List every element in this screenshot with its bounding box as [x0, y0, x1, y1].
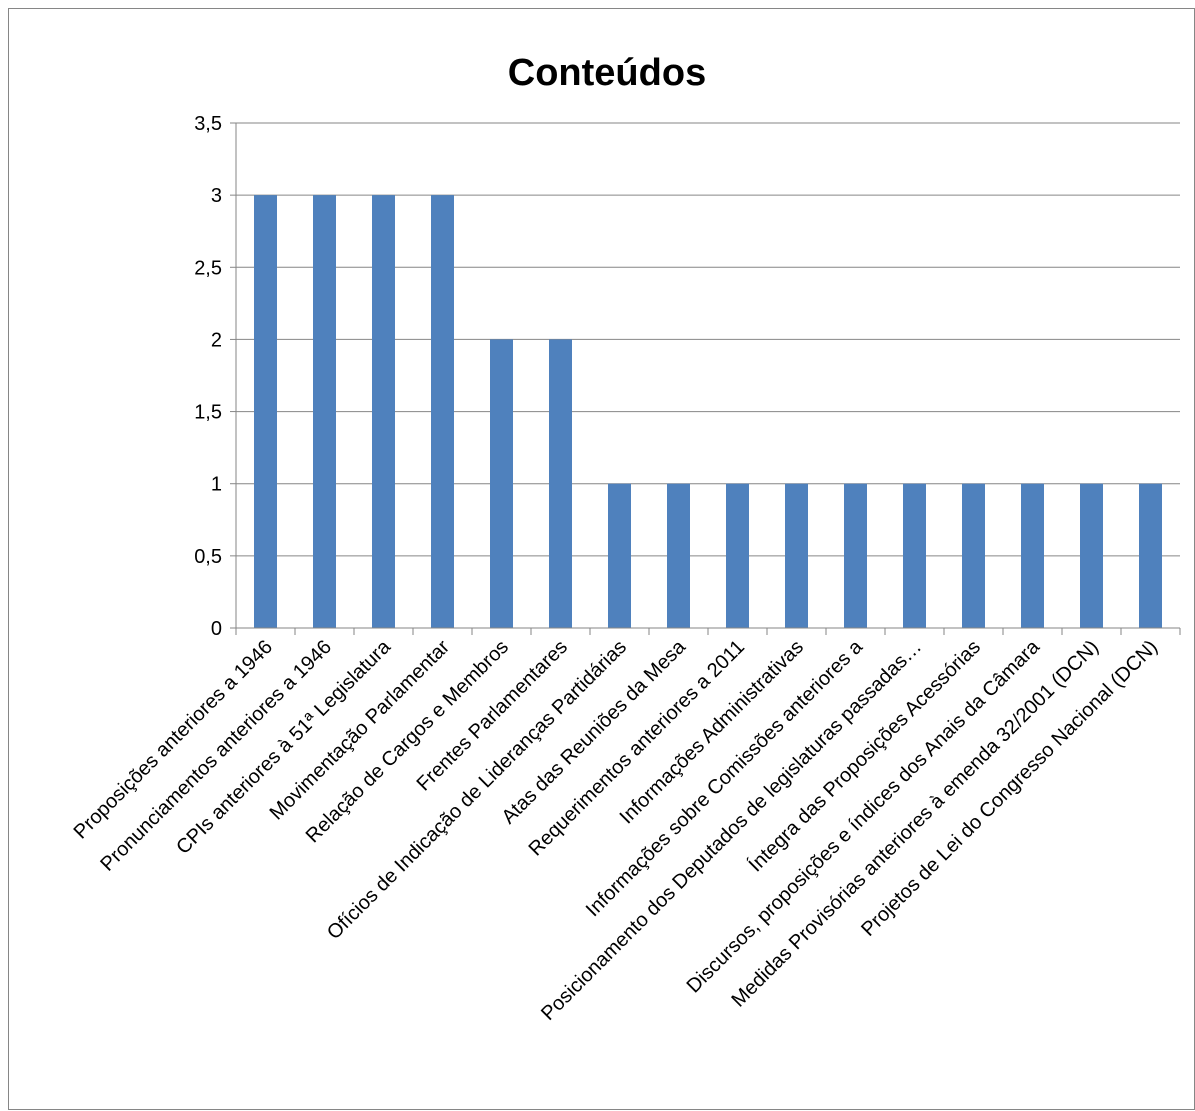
bar — [372, 195, 395, 628]
y-tick-label: 0 — [211, 618, 222, 640]
chart-frame: Conteúdos 0 0,5 1 1,5 2 2,5 3 3,5 Proposições a… — [8, 8, 1195, 1110]
bar — [1139, 483, 1162, 628]
x-category-label: Requerimentos anteriores a 2011 — [525, 636, 749, 860]
bar — [726, 483, 749, 628]
bar — [490, 339, 513, 628]
bars — [254, 195, 1162, 628]
y-tick-label: 2,5 — [194, 257, 222, 279]
x-category-label: CPIs anteriores à 51ª Legislatura — [172, 635, 395, 858]
bar — [903, 483, 926, 628]
bar — [785, 483, 808, 628]
y-tick-label: 0,5 — [194, 546, 222, 568]
bar — [608, 483, 631, 628]
bar-chart: Conteúdos 0 0,5 1 1,5 2 2,5 3 3,5 Proposições a… — [70, 52, 1181, 1025]
x-category-label: Informações sobre Comissões anteriores a — [582, 635, 868, 921]
bar — [431, 195, 454, 628]
y-tick-label: 1,5 — [194, 402, 222, 424]
x-category-label: Posicionamento dos Deputados de legislat… — [537, 636, 926, 1025]
bar — [1021, 483, 1044, 628]
chart-title: Conteúdos — [508, 52, 706, 94]
bar — [844, 483, 867, 628]
y-tick-label: 3 — [211, 185, 222, 207]
bar — [1080, 483, 1103, 628]
y-tick-label: 3,5 — [194, 113, 222, 135]
y-tick-label: 2 — [211, 329, 222, 351]
y-tick-label: 1 — [211, 474, 222, 496]
bar — [962, 483, 985, 628]
x-category-label: Pronunciamentos anteriores a 1946 — [96, 636, 336, 876]
y-axis-tick-labels: 0 0,5 1 1,5 2 2,5 3 3,5 — [194, 113, 222, 640]
x-axis-category-labels: Proposições anteriores a 1946Pronunciame… — [70, 635, 1162, 1025]
bar — [549, 339, 572, 628]
bar — [313, 195, 336, 628]
axes — [230, 122, 1181, 635]
bar — [254, 195, 277, 628]
bar — [667, 483, 690, 628]
